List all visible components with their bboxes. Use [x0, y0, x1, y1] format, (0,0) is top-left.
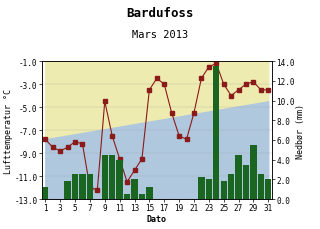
Bar: [213, 67, 220, 199]
Y-axis label: Nedbør (mm): Nedbør (mm): [296, 103, 305, 158]
Bar: [258, 175, 264, 199]
Bar: [102, 155, 108, 199]
Text: Mars 2013: Mars 2013: [132, 30, 188, 40]
Bar: [243, 165, 249, 199]
Bar: [228, 175, 234, 199]
Bar: [42, 188, 48, 199]
Bar: [87, 175, 93, 199]
Bar: [220, 182, 227, 199]
Bar: [124, 194, 130, 199]
Bar: [116, 160, 123, 199]
Bar: [250, 145, 257, 199]
Bar: [236, 155, 242, 199]
Bar: [139, 194, 145, 199]
Bar: [198, 178, 204, 199]
X-axis label: Dato: Dato: [147, 214, 167, 223]
Bar: [265, 180, 271, 199]
Bar: [146, 188, 153, 199]
Bar: [206, 180, 212, 199]
Bar: [79, 175, 86, 199]
Bar: [109, 155, 116, 199]
Bar: [131, 180, 138, 199]
Y-axis label: Lufttemperatur °C: Lufttemperatur °C: [4, 88, 13, 173]
Bar: [64, 182, 71, 199]
Text: Bardufoss: Bardufoss: [126, 7, 194, 20]
Bar: [72, 175, 78, 199]
